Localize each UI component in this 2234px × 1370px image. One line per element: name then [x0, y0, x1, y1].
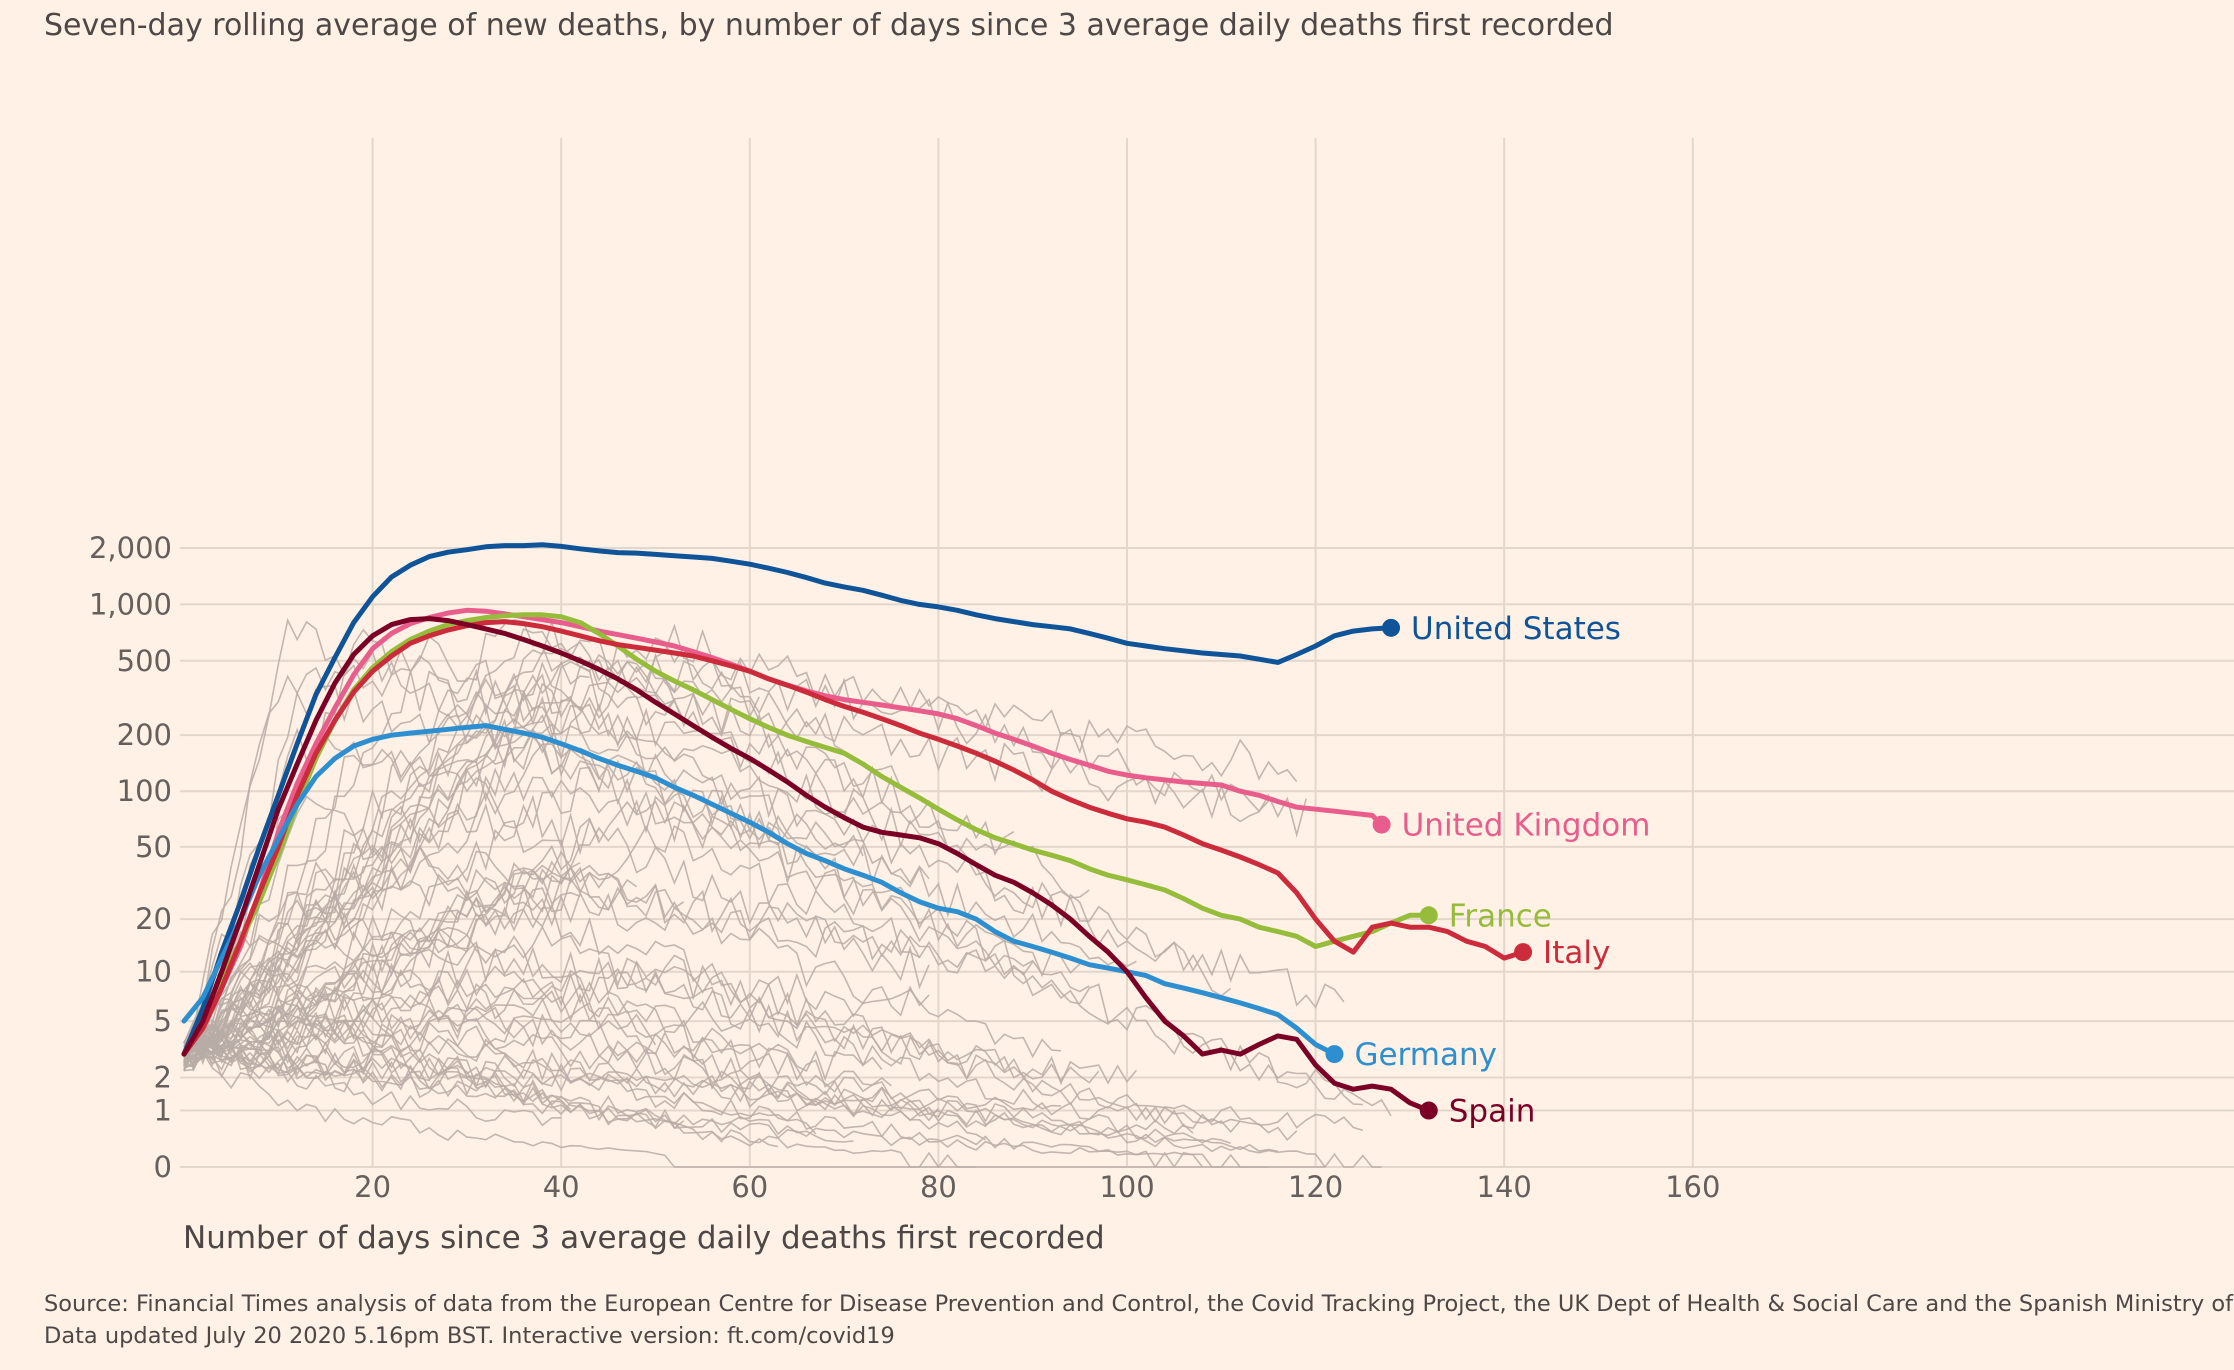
- other-country-line: [183, 653, 1298, 1056]
- other-country-line: [183, 1050, 977, 1168]
- other-country-line: [183, 718, 864, 1055]
- y-tick-label: 500: [117, 644, 172, 678]
- other-country-line: [183, 954, 1241, 1134]
- source-line: Source: Financial Times analysis of data…: [44, 1291, 2234, 1317]
- x-tick-label: 80: [920, 1170, 957, 1204]
- other-country-line: [183, 1052, 562, 1127]
- series-line: [181, 542, 1394, 1057]
- series-end-dot: [1419, 906, 1438, 925]
- y-tick-label: 200: [117, 718, 172, 752]
- x-axis-label: Number of days since 3 average daily dea…: [183, 1220, 1105, 1256]
- other-country-line: [183, 972, 1138, 1086]
- x-tick-label: 60: [731, 1170, 768, 1204]
- y-tick-label: 10: [135, 955, 172, 989]
- other-country-line: [183, 860, 581, 1069]
- source-note: Source: Financial Times analysis of data…: [44, 1288, 2234, 1352]
- x-tick-label: 120: [1288, 1170, 1343, 1204]
- y-tick-label: 20: [135, 902, 172, 936]
- x-tick-label: 100: [1099, 1170, 1154, 1204]
- y-tick-label: 1: [154, 1094, 172, 1128]
- other-country-line: [183, 674, 600, 1045]
- x-axis-tick-labels: 20 40 60 80 100 120 140 160: [354, 1170, 1720, 1204]
- other-country-line: [183, 1009, 892, 1088]
- other-country-line: [183, 1045, 854, 1143]
- y-tick-label: 5: [154, 1004, 172, 1038]
- y-tick-label: 100: [117, 774, 172, 808]
- y-tick-label: 50: [135, 830, 172, 864]
- y-axis-tick-labels: 0 12 5 10 20 50 100 200 500 1,000 2,000: [89, 531, 172, 1184]
- y-tick-label: 1,000: [89, 587, 172, 621]
- series-label: Italy: [1543, 935, 1610, 971]
- series-end-dot: [1419, 1101, 1438, 1120]
- other-country-line: [183, 722, 1137, 1065]
- other-countries-lines: [183, 617, 1392, 1169]
- other-country-line: [183, 1042, 572, 1110]
- other-country-line: [183, 983, 1382, 1169]
- other-country-line: [183, 925, 1062, 1110]
- y-tick-label: 0: [154, 1150, 172, 1184]
- other-country-line: [183, 664, 902, 1044]
- series-label: United Kingdom: [1402, 808, 1651, 844]
- update-line: Data updated July 20 2020 5.16pm BST. In…: [44, 1323, 895, 1349]
- series-label: France: [1449, 898, 1552, 934]
- other-country-line: [183, 748, 600, 1044]
- other-country-line: [183, 1041, 1269, 1168]
- line-chart: 0 12 5 10 20 50 100 200 500 1,000 2,000 20 40 60 80 10…: [89, 138, 2234, 1256]
- series-label: Spain: [1449, 1094, 1536, 1130]
- series-line: [181, 619, 1526, 1057]
- other-country-line: [183, 802, 685, 1063]
- x-tick-label: 160: [1665, 1170, 1720, 1204]
- x-tick-label: 20: [354, 1170, 391, 1204]
- other-country-line: [183, 637, 845, 1070]
- other-country-line: [183, 845, 638, 1067]
- series-end-dot: [1514, 943, 1533, 962]
- series-line: [181, 616, 1432, 1114]
- other-country-line: [183, 931, 930, 1062]
- other-country-line: [183, 1037, 817, 1135]
- series-end-dot: [1372, 815, 1391, 834]
- series-end-dot: [1325, 1045, 1344, 1064]
- other-country-line: [183, 988, 1194, 1135]
- other-country-line: [183, 682, 1090, 1064]
- other-country-line: [183, 1040, 940, 1122]
- series-label: United States: [1411, 611, 1621, 647]
- x-tick-label: 40: [543, 1170, 580, 1204]
- series-line: [181, 723, 1337, 1057]
- y-tick-label: 2,000: [89, 531, 172, 565]
- other-country-line: [183, 1044, 1204, 1169]
- chart-title: Seven-day rolling average of new deaths,…: [44, 8, 1614, 43]
- other-country-line: [183, 1007, 1279, 1153]
- series-end-dot: [1382, 618, 1401, 637]
- other-country-line: [183, 1019, 1231, 1144]
- x-tick-label: 140: [1477, 1170, 1532, 1204]
- other-country-line: [183, 754, 1392, 1117]
- y-tick-label: 2: [154, 1061, 172, 1095]
- series-label: Germany: [1354, 1037, 1496, 1073]
- other-country-line: [183, 861, 921, 1048]
- other-country-line: [183, 618, 1015, 1043]
- other-country-line: [183, 678, 930, 1072]
- series-line: [181, 612, 1432, 1057]
